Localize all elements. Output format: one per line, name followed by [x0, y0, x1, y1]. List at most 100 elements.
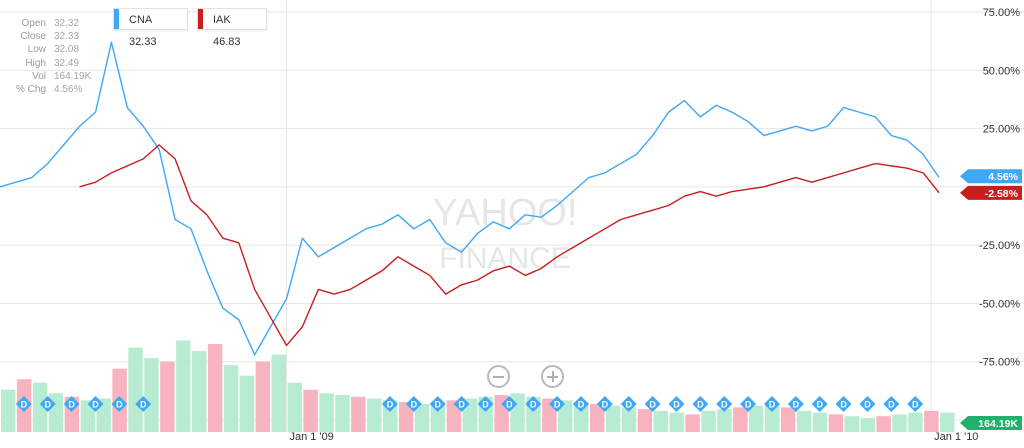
dividend-marker-label: D	[602, 400, 609, 410]
dividend-marker: D	[859, 396, 876, 412]
dividend-marker-shape	[501, 396, 518, 412]
volume-bar	[430, 402, 446, 432]
iak-value-badge-text: -2.58%	[985, 188, 1019, 200]
volume-bar	[621, 407, 637, 432]
volume-bar	[637, 409, 653, 432]
ohlc-row: Open 32.32	[10, 17, 91, 30]
dividend-marker-label: D	[840, 400, 847, 410]
volume-bar	[669, 412, 684, 432]
ohlc-row: Close 32.33	[10, 30, 91, 43]
volume-bar	[351, 396, 366, 432]
dividend-marker: D	[811, 396, 828, 412]
volume-bar	[335, 395, 350, 432]
y-tick-label: 50.00%	[983, 65, 1021, 77]
dividend-marker-shape	[111, 396, 128, 412]
dividend-marker-shape	[787, 396, 804, 412]
volume-bar	[780, 407, 796, 432]
volume-bar	[605, 405, 621, 432]
volume-value-badge-text: 164.19K	[978, 418, 1018, 430]
dividend-marker-label: D	[697, 400, 704, 410]
ohlc-row: High 32.49	[10, 57, 91, 70]
dividend-marker-label: D	[140, 400, 147, 410]
volume-bar	[940, 412, 955, 432]
zoom-in-button[interactable]	[541, 365, 564, 388]
zoom-out-button[interactable]	[487, 365, 510, 388]
dividend-marker-shape	[835, 396, 852, 412]
dividend-marker: D	[381, 396, 398, 412]
legend-iak[interactable]: IAK 46.83	[197, 8, 267, 48]
volume-bar	[733, 407, 748, 432]
dividend-marker: D	[111, 396, 128, 412]
dividend-marker: D	[39, 396, 56, 412]
dividend-marker: D	[883, 396, 900, 412]
volume-bar	[239, 375, 255, 432]
dividend-marker-shape	[477, 396, 494, 412]
volume-bar	[876, 416, 891, 432]
dividend-marker-shape	[572, 396, 589, 412]
ohlc-panel: Open 32.32 Close 32.33 Low 32.08 High 32.49 Vol 1…	[10, 17, 91, 96]
ohlc-key: Open	[21, 18, 46, 29]
dividend-marker: D	[477, 396, 494, 412]
dividend-marker-shape	[716, 396, 733, 412]
dividend-marker-shape	[859, 396, 876, 412]
volume-bar	[319, 393, 334, 432]
ohlc-value: 4.56%	[54, 84, 83, 96]
dividend-marker-shape	[135, 396, 152, 412]
ohlc-value: 32.32	[54, 18, 80, 29]
legend-cna[interactable]: CNA 32.33	[113, 8, 188, 48]
dividend-marker-label: D	[458, 400, 465, 410]
dividend-marker: D	[549, 396, 566, 412]
dividend-marker-shape	[429, 396, 446, 412]
dividend-marker-shape	[596, 396, 613, 412]
dividend-marker-label: D	[434, 400, 441, 410]
dividend-marker-label: D	[21, 400, 28, 410]
dividend-marker-label: D	[68, 400, 75, 410]
dividend-marker-shape	[763, 396, 780, 412]
dividend-marker-label: D	[673, 400, 680, 410]
ohlc-key: % Chg	[15, 84, 46, 96]
volume-bar	[685, 414, 700, 432]
dividend-marker-label: D	[116, 400, 123, 410]
dividend-marker-shape	[740, 396, 757, 412]
volume-bar	[812, 412, 828, 432]
dividend-marker: D	[907, 396, 924, 412]
dividend-marker-label: D	[554, 400, 561, 410]
legend-cna-label: CNA 32.33	[129, 14, 157, 48]
volume-bar	[255, 361, 271, 432]
cna-color-tab	[114, 9, 119, 29]
volume-bar	[828, 414, 844, 432]
ohlc-value: 32.33	[54, 31, 80, 43]
ohlc-key: Close	[20, 31, 46, 43]
dividend-marker: D	[135, 396, 152, 412]
ohlc-key: High	[25, 57, 46, 69]
dividend-marker: D	[692, 396, 709, 412]
volume-bar	[653, 410, 668, 432]
volume-bar	[176, 340, 191, 432]
dividend-marker-shape	[405, 396, 422, 412]
dividend-marker-label: D	[793, 400, 800, 410]
dividend-marker: D	[620, 396, 637, 412]
x-tick-label: Jan 1 '10	[934, 431, 978, 443]
volume-bar	[701, 410, 716, 432]
dividend-marker-shape	[453, 396, 470, 412]
dividend-marker-label: D	[625, 400, 632, 410]
iak-value-badge-shape	[960, 185, 1022, 200]
series-line-cna	[0, 41, 940, 356]
x-tick-label: Jan 1 '09	[290, 431, 334, 443]
dividend-marker-label: D	[816, 400, 823, 410]
dividend-marker: D	[596, 396, 613, 412]
dividend-marker: D	[716, 396, 733, 412]
volume-bar	[558, 400, 573, 432]
volume-bar	[144, 358, 159, 432]
volume-bar	[223, 365, 239, 432]
ohlc-row: Vol 164.19K	[10, 70, 91, 83]
dividend-marker-label: D	[92, 400, 99, 410]
dividend-marker-shape	[692, 396, 709, 412]
dividend-marker-shape	[668, 396, 685, 412]
volume-bar	[414, 403, 430, 432]
dividend-marker-shape	[644, 396, 661, 412]
dividend-marker: D	[787, 396, 804, 412]
volume-bar	[589, 403, 605, 432]
dividend-marker: D	[525, 396, 542, 412]
